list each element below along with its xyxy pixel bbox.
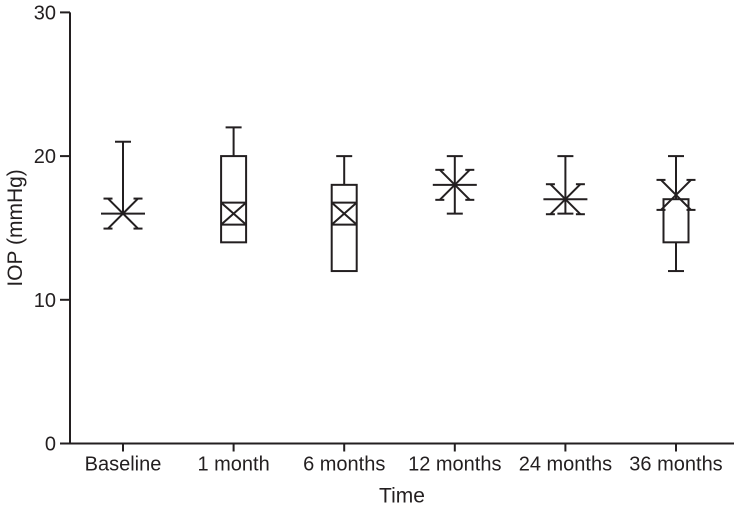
y-tick-label: 10 [34,290,56,312]
y-tick-label: 20 [34,146,56,168]
y-axis-title: IOP (mmHg) [4,169,27,286]
category-label: Baseline [85,454,162,476]
y-tick-label: 0 [45,434,56,456]
iqr-box [330,183,358,273]
x-marker-diagonal [331,201,358,226]
category-label: 6 months [303,454,385,476]
y-tick-label: 30 [34,2,56,24]
category-label: 1 month [197,454,269,476]
category-label: 12 months [408,454,501,476]
x-axis-title: Time [379,485,425,508]
iqr-box [662,198,690,244]
category-label: 24 months [519,454,612,476]
x-marker-diagonal [220,201,247,226]
iqr-box [220,155,248,244]
x-marker-diagonal [660,179,692,211]
category-label: 36 months [629,454,722,476]
